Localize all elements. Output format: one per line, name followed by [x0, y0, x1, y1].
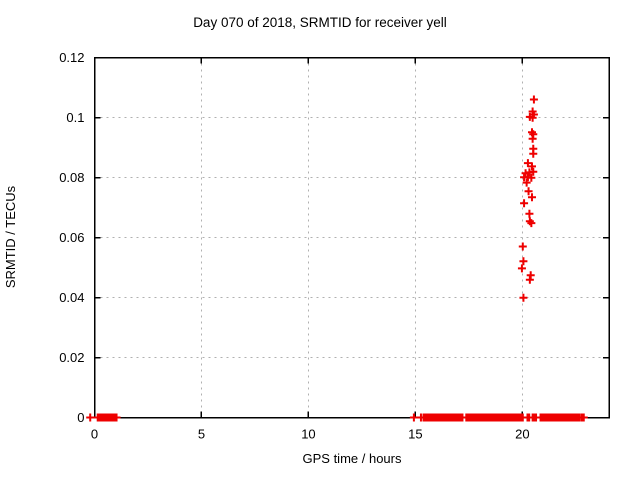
y-axis-label: SRMTID / TECUs: [3, 185, 18, 288]
data-point: [525, 209, 534, 218]
data-point: [409, 413, 418, 422]
data-point: [529, 167, 538, 176]
data-point: [86, 413, 95, 422]
y-tick-label: 0.12: [59, 50, 84, 65]
x-tick-label: 5: [198, 427, 205, 442]
y-tick-label: 0: [77, 410, 84, 425]
data-point: [524, 187, 533, 196]
y-tick-label: 0.04: [59, 290, 84, 305]
data-point: [518, 242, 527, 251]
x-axis-label: GPS time / hours: [303, 451, 402, 466]
data-point: [522, 178, 531, 187]
y-tick-label: 0.06: [59, 230, 84, 245]
x-tick-label: 10: [301, 427, 315, 442]
data-point: [112, 413, 121, 422]
data-point: [527, 193, 536, 202]
data-point: [528, 113, 537, 122]
data-point: [519, 257, 528, 266]
data-point: [517, 264, 526, 273]
x-tick-label: 0: [91, 427, 98, 442]
data-point: [528, 134, 537, 143]
grid-lines: [94, 57, 609, 418]
data-point: [529, 149, 538, 158]
data-point: [579, 413, 588, 422]
y-tick-label: 0.02: [59, 350, 84, 365]
x-tick-label: 20: [515, 427, 529, 442]
tick-labels: 0 5 10 15 20 0 0.02 0.04 0.06 0.08 0.1 0.12: [59, 50, 529, 442]
x-tick-label: 15: [408, 427, 422, 442]
data-point: [527, 162, 536, 171]
data-point: [527, 219, 536, 228]
y-tick-label: 0.1: [66, 110, 84, 125]
data-point: [519, 293, 528, 302]
data-point: [520, 199, 529, 208]
data-point: [525, 275, 534, 284]
data-points: [86, 95, 588, 422]
data-point: [523, 159, 532, 168]
chart-title: Day 070 of 2018, SRMTID for receiver yel…: [193, 15, 447, 30]
data-point: [527, 173, 536, 182]
data-point: [529, 95, 538, 104]
y-tick-label: 0.08: [59, 170, 84, 185]
